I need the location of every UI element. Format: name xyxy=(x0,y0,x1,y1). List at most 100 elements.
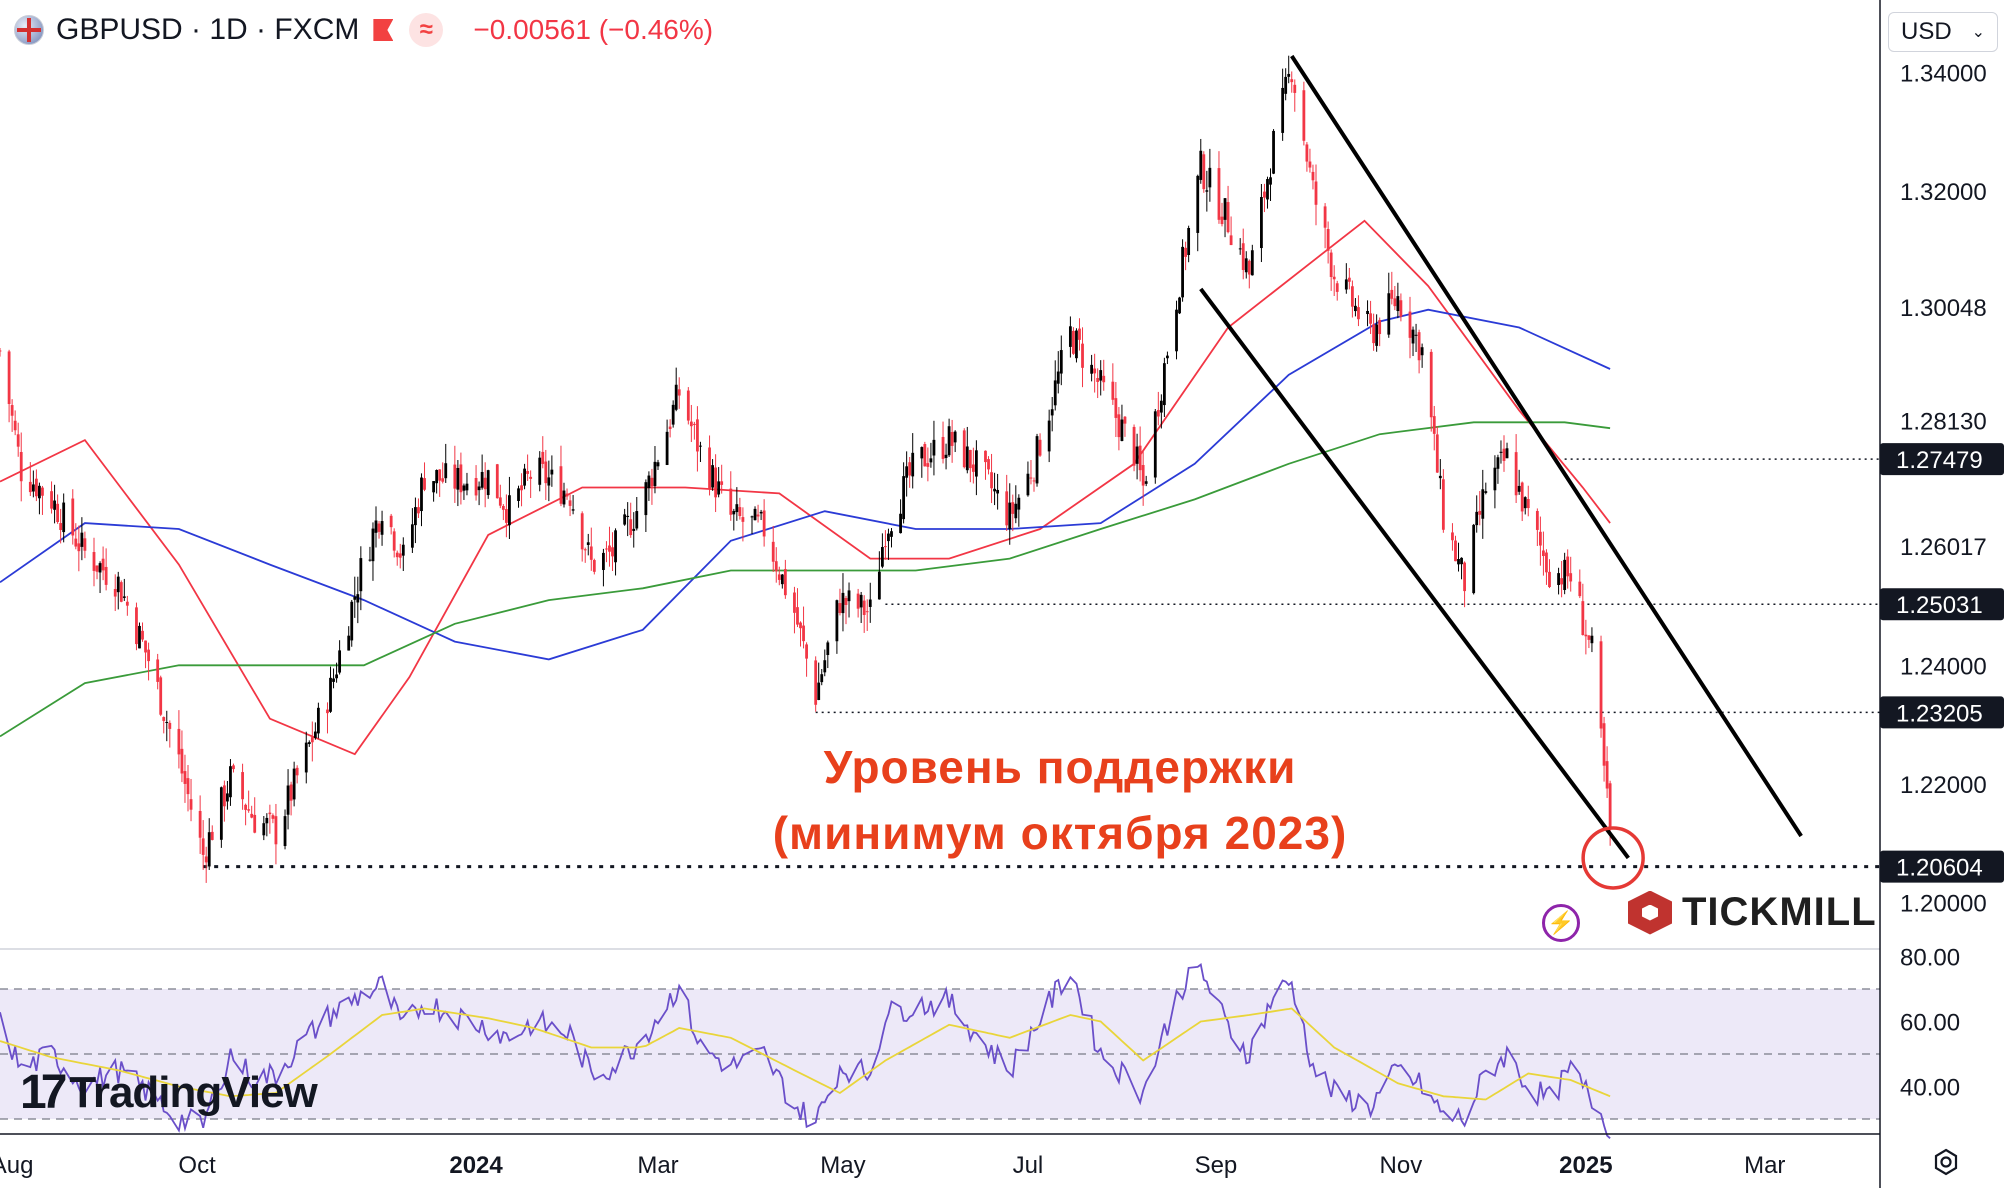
symbol-title[interactable]: GBPUSD · 1D · FXCM xyxy=(56,13,360,46)
candle-body xyxy=(7,351,11,404)
candle-body xyxy=(583,549,587,551)
candle-body xyxy=(714,467,718,498)
candle-body xyxy=(265,817,269,824)
candle-body xyxy=(1099,370,1103,381)
candle-body xyxy=(1263,191,1266,198)
candle-body xyxy=(665,431,669,465)
candle-body xyxy=(262,823,266,836)
candle-body xyxy=(477,486,481,491)
candle-body xyxy=(650,477,654,487)
candle-body xyxy=(1548,571,1551,588)
candle-body xyxy=(34,478,38,497)
candle-body xyxy=(1472,524,1476,594)
candle-body xyxy=(796,607,799,625)
candle-body xyxy=(993,488,996,492)
candle-body xyxy=(1181,246,1184,298)
candle-body xyxy=(1390,289,1394,299)
candle-body xyxy=(377,523,381,532)
candle-body xyxy=(608,545,611,552)
candle-body xyxy=(626,515,630,518)
candle-body xyxy=(1229,235,1233,246)
candle-body xyxy=(647,475,651,489)
candle-body xyxy=(459,464,463,493)
candle-body xyxy=(189,799,193,810)
candle-body xyxy=(559,466,563,504)
candle-body xyxy=(1420,347,1424,356)
currency-select[interactable]: USD ⌄ xyxy=(1888,12,1998,52)
candle-body xyxy=(141,630,144,640)
candle-body xyxy=(480,471,484,488)
candle-body xyxy=(547,477,551,486)
candle-body xyxy=(138,625,141,649)
candle-body xyxy=(1117,414,1121,438)
candle-body xyxy=(1451,532,1454,541)
candle-body xyxy=(1138,445,1142,471)
candle-body xyxy=(116,576,120,593)
candle-body xyxy=(847,590,851,602)
candle-body xyxy=(538,457,542,485)
candle-body xyxy=(1311,171,1315,181)
candle-body xyxy=(862,600,866,616)
candle-body xyxy=(113,588,117,597)
candle-body xyxy=(347,635,351,651)
candle-body xyxy=(368,559,372,561)
candle-body xyxy=(435,470,439,484)
candle-body xyxy=(80,532,84,547)
candle-body xyxy=(653,461,657,487)
currency-value: USD xyxy=(1901,18,1952,45)
price-level-badge xyxy=(1880,443,2004,476)
candle-body xyxy=(125,601,129,606)
candle-body xyxy=(1517,485,1521,492)
candle-body xyxy=(526,471,530,474)
candle-body xyxy=(504,509,508,523)
candle-body xyxy=(101,558,105,571)
candle-body xyxy=(392,531,396,551)
candle-body xyxy=(1563,559,1567,591)
time-tick-label: May xyxy=(820,1152,865,1179)
flag-marker-icon[interactable] xyxy=(371,17,397,43)
candle-body xyxy=(292,768,296,800)
candle-body xyxy=(677,389,681,396)
candle-body xyxy=(580,513,584,550)
candle-body xyxy=(307,742,311,744)
candle-body xyxy=(74,538,78,547)
candle-body xyxy=(398,553,402,558)
candle-body xyxy=(1156,410,1160,417)
candle-body xyxy=(1272,130,1275,174)
candle-body xyxy=(414,507,417,526)
candle-body xyxy=(1111,381,1115,400)
candle-body xyxy=(656,462,660,467)
settings-gear-icon[interactable] xyxy=(1932,1148,1960,1176)
candle-body xyxy=(814,660,818,705)
candle-body xyxy=(544,461,548,484)
candle-body xyxy=(1514,452,1518,496)
candle-body xyxy=(1399,300,1403,317)
candle-body xyxy=(1323,206,1327,228)
candle-body xyxy=(332,678,335,682)
candle-body xyxy=(611,547,614,557)
candle-body xyxy=(729,488,733,515)
candle-body xyxy=(71,498,75,536)
candle-body xyxy=(1123,416,1127,424)
candle-body xyxy=(571,509,575,511)
candle-body xyxy=(198,810,202,838)
candle-body xyxy=(56,503,60,522)
candle-body xyxy=(1290,79,1294,83)
candle-body xyxy=(204,856,208,863)
candle-body xyxy=(1184,247,1188,257)
candle-body xyxy=(1244,258,1248,273)
candle-body xyxy=(1026,473,1030,496)
candle-body xyxy=(253,814,257,833)
candle-body xyxy=(1017,497,1021,510)
candle-body xyxy=(410,524,414,548)
candle-body xyxy=(474,478,478,496)
candle-body xyxy=(1369,313,1372,324)
candle-body xyxy=(1329,252,1333,278)
candle-body xyxy=(1605,761,1609,789)
candle-body xyxy=(774,561,778,572)
candle-body xyxy=(605,548,608,550)
lightning-icon[interactable]: ⚡ xyxy=(1542,904,1580,942)
candle-body xyxy=(1308,161,1312,168)
approx-icon[interactable]: ≈ xyxy=(409,13,444,47)
